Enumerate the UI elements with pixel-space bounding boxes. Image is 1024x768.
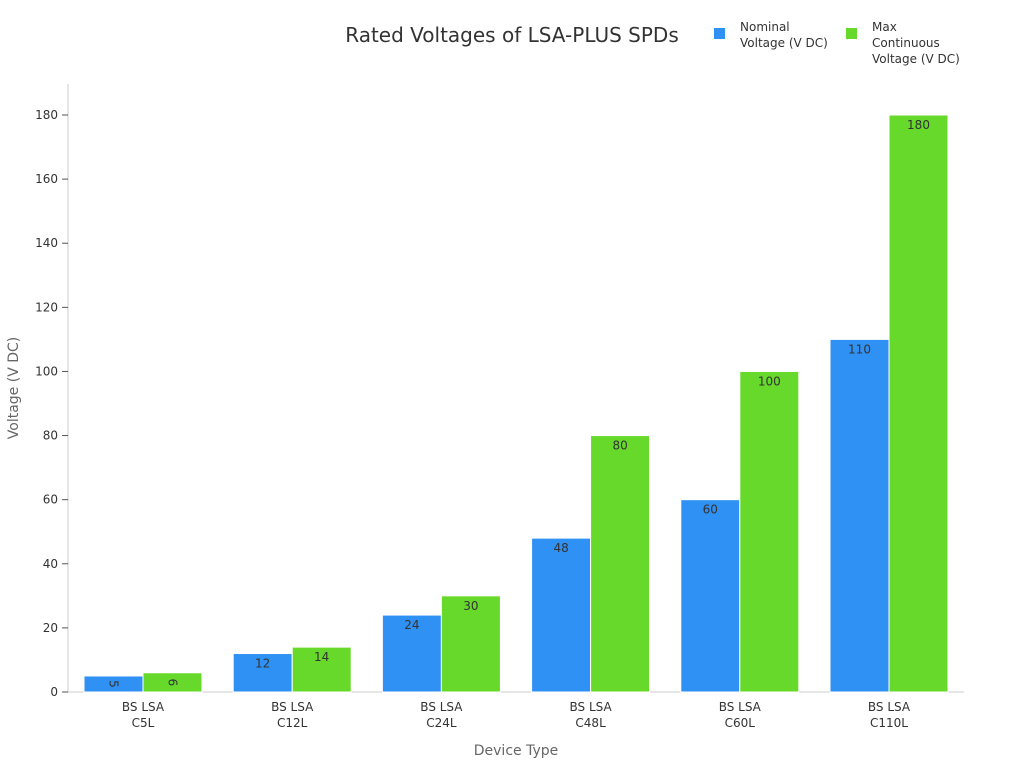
bar-max-continuous-1 [291, 646, 352, 693]
x-tick-label: C12L [277, 716, 308, 730]
y-tick-label: 140 [35, 236, 58, 250]
data-label: 14 [314, 650, 329, 664]
legend-label: Max [872, 20, 897, 34]
x-tick-label: BS LSA [719, 700, 762, 714]
data-label: 48 [553, 541, 568, 555]
bar-max-continuous-5 [888, 114, 949, 693]
legend-swatch-max-continuous [846, 28, 857, 39]
legend-label: Voltage (V DC) [872, 52, 960, 66]
bar-nominal-2 [381, 614, 442, 693]
data-label: 24 [404, 618, 419, 632]
y-tick-label: 120 [35, 300, 58, 314]
x-tick-label: C60L [725, 716, 756, 730]
x-tick-label: C24L [426, 716, 457, 730]
x-axis-title: Device Type [474, 743, 559, 759]
y-tick-label: 40 [43, 557, 58, 571]
data-label: 180 [907, 118, 930, 132]
bar-max-continuous-2 [440, 595, 501, 693]
x-tick-label: BS LSA [271, 700, 314, 714]
data-label: 5 [107, 680, 121, 688]
y-tick-label: 100 [35, 364, 58, 378]
bar-series-group: 5 6 12 14 24 30 48 80 60 100 110 180 [83, 114, 949, 693]
x-tick-label: C110L [870, 716, 908, 730]
data-label: 110 [848, 342, 871, 356]
y-tick-label: 0 [50, 685, 58, 699]
y-tick-label: 180 [35, 108, 58, 122]
bar-nominal-5 [829, 338, 890, 693]
x-tick-label: C5L [132, 716, 155, 730]
y-axis-ticks: 0 20 40 60 80 100 120 140 160 180 [35, 108, 68, 699]
data-label: 6 [166, 679, 180, 687]
legend-label: Continuous [872, 36, 940, 50]
x-tick-label: BS LSA [570, 700, 613, 714]
legend: Nominal Voltage (V DC) Max Continuous Voltag… [714, 20, 960, 66]
bar-nominal-4 [680, 499, 741, 693]
y-tick-label: 160 [35, 172, 58, 186]
data-label: 80 [612, 439, 627, 453]
x-tick-label: BS LSA [868, 700, 911, 714]
bar-max-continuous-4 [739, 370, 800, 693]
x-tick-label: BS LSA [420, 700, 463, 714]
data-label: 12 [255, 657, 270, 671]
chart-title: Rated Voltages of LSA-PLUS SPDs [345, 23, 679, 47]
x-tick-label: C48L [575, 716, 606, 730]
bar-max-continuous-0 [142, 672, 203, 693]
legend-label: Voltage (V DC) [740, 36, 828, 50]
y-tick-label: 60 [43, 493, 58, 507]
bar-max-continuous-3 [590, 435, 651, 693]
data-label: 60 [703, 503, 718, 517]
data-label: 100 [758, 374, 781, 388]
data-label: 30 [463, 599, 478, 613]
bar-nominal-3 [531, 537, 592, 693]
y-axis-title: Voltage (V DC) [6, 337, 22, 439]
legend-swatch-nominal [714, 28, 725, 39]
x-tick-label: BS LSA [122, 700, 165, 714]
y-tick-label: 20 [43, 621, 58, 635]
y-tick-label: 80 [43, 429, 58, 443]
legend-label: Nominal [740, 20, 790, 34]
x-axis-ticks: BS LSA C5L BS LSA C12L BS LSA C24L BS LSA C48L B… [122, 700, 911, 730]
